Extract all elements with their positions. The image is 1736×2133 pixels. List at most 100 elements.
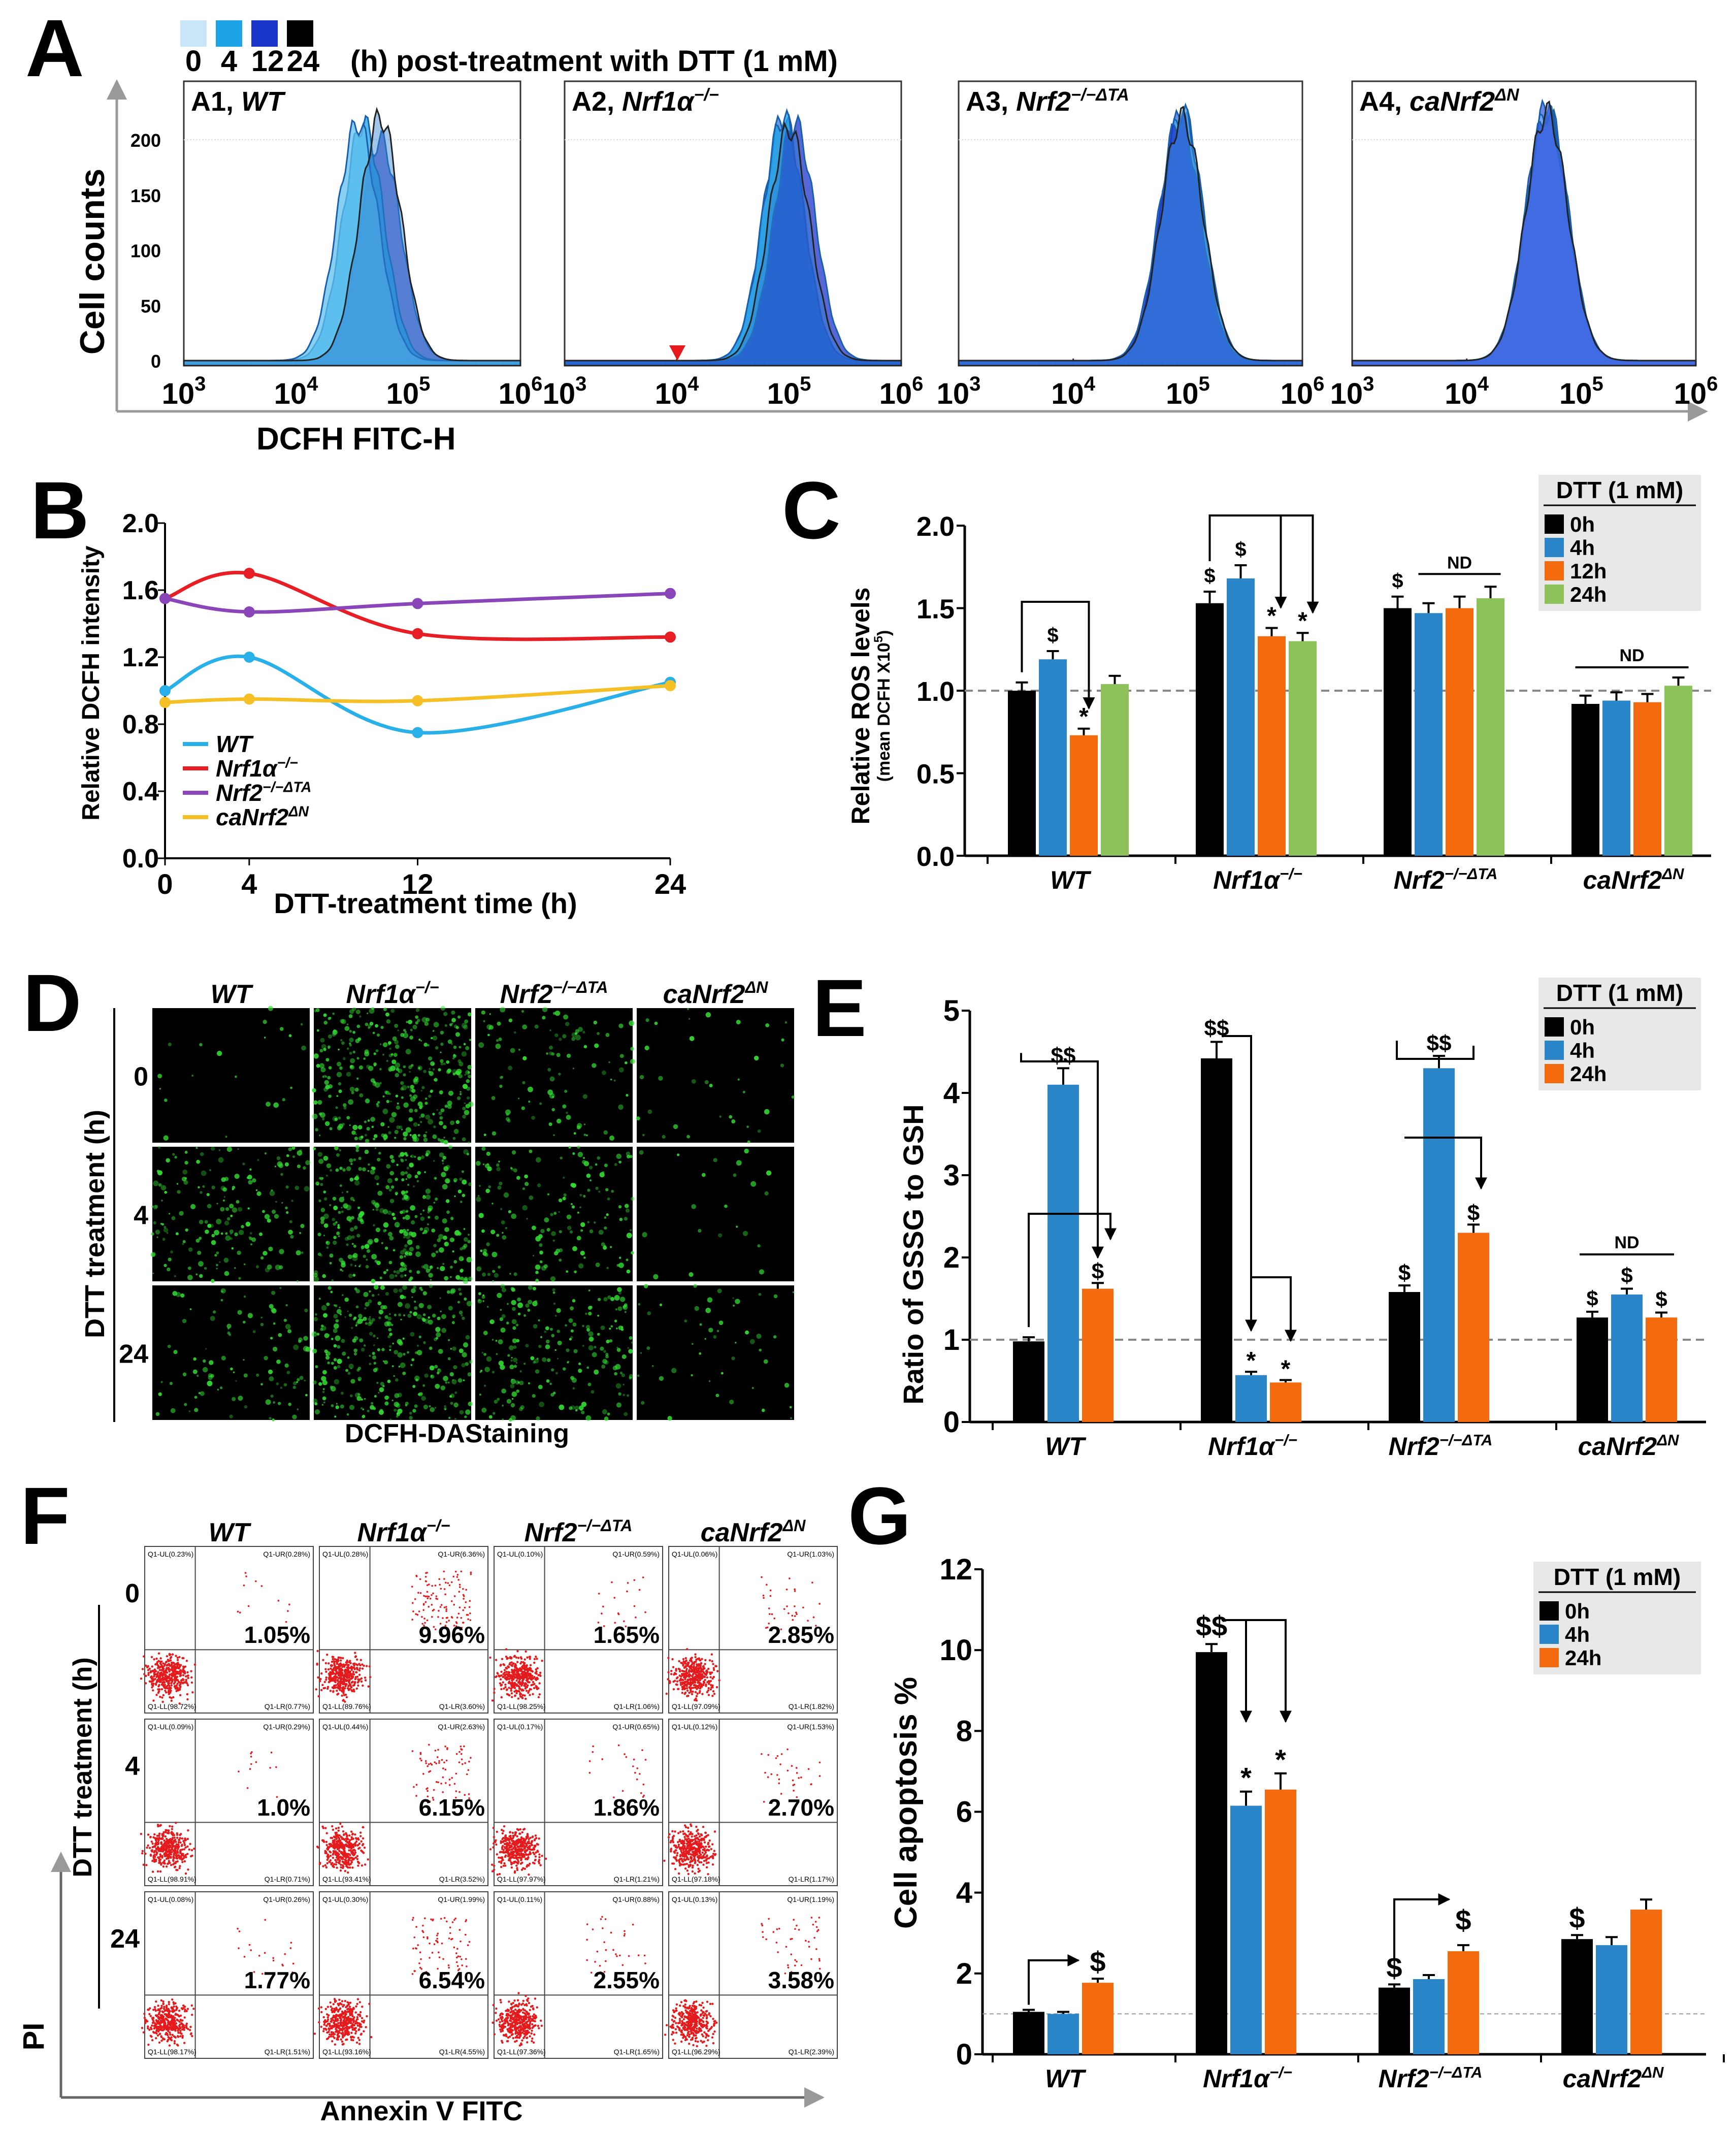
event-dot <box>244 1572 247 1574</box>
cell-spot <box>405 1404 408 1407</box>
histogram-name: caNrf2 <box>1410 86 1495 117</box>
cell-spot <box>341 1261 346 1265</box>
cell-spot <box>274 1166 277 1168</box>
cell-spot <box>482 1272 486 1277</box>
event-dot <box>538 1693 541 1696</box>
cell-spot <box>418 1039 421 1041</box>
cell-spot <box>390 1185 395 1189</box>
cell-spot <box>418 1392 423 1397</box>
category-label-main: caNrf2 <box>1578 1432 1657 1461</box>
cell-spot <box>244 1405 248 1409</box>
event-dot <box>320 1672 323 1675</box>
cell-spot <box>396 1270 400 1274</box>
cell-spot <box>496 1167 501 1172</box>
event-dot <box>697 1667 699 1670</box>
event-dot <box>511 1675 514 1678</box>
cell-spot <box>220 1386 223 1389</box>
cell-spot <box>583 1045 587 1049</box>
event-dot <box>315 1688 317 1691</box>
column-label-main: Nrf2 <box>500 980 553 1009</box>
event-dot <box>349 1662 352 1665</box>
cell-spot <box>447 1039 452 1044</box>
cell-spot <box>317 1100 322 1105</box>
quadrant-ur: Q1-UR(2.63%) <box>438 1723 485 1731</box>
event-dot <box>527 1678 529 1680</box>
cell-spot <box>551 1368 554 1372</box>
event-dot <box>151 1846 154 1849</box>
event-dot <box>156 1662 158 1665</box>
cell-spot <box>389 1236 394 1241</box>
cell-spot <box>439 1121 443 1125</box>
event-dot <box>514 1666 516 1669</box>
cell-spot <box>413 1122 418 1127</box>
cell-spot <box>371 1125 374 1128</box>
event-dot <box>356 1855 359 1857</box>
event-dot <box>414 1598 416 1600</box>
cell-spot <box>570 1329 574 1333</box>
cell-spot <box>365 1139 370 1143</box>
cell-spot <box>386 1100 389 1104</box>
cell-spot <box>428 1319 433 1325</box>
cell-spot <box>352 1030 356 1034</box>
event-dot <box>445 1621 448 1623</box>
cell-spot <box>549 1382 552 1385</box>
cell-spot <box>757 1129 761 1133</box>
cell-spot <box>184 1160 188 1165</box>
event-dot <box>348 1679 350 1682</box>
event-dot <box>763 1597 765 1599</box>
cell-spot <box>398 1366 401 1368</box>
cell-spot <box>363 1344 366 1347</box>
cell-spot <box>369 1363 372 1366</box>
event-dot <box>331 1836 334 1839</box>
quadrant-lr: Q1-LR(0.77%) <box>265 1702 310 1710</box>
cell-spot <box>394 1137 397 1139</box>
cell-spot <box>540 1229 545 1234</box>
event-dot <box>250 1752 252 1755</box>
cell-spot <box>647 1311 651 1315</box>
histogram-title: A2, Nrf1α−/− <box>572 85 719 117</box>
event-dot <box>349 1660 351 1662</box>
event-dot <box>147 1672 150 1674</box>
event-dot <box>175 1690 178 1692</box>
cell-spot <box>349 1124 351 1126</box>
event-dot <box>343 1683 346 1686</box>
event-dot <box>167 1680 170 1683</box>
cell-spot <box>200 1391 205 1396</box>
cell-spot <box>339 1184 342 1187</box>
cell-spot <box>494 1273 499 1278</box>
cell-spot <box>539 1243 543 1247</box>
cell-spot <box>195 1147 198 1149</box>
event-dot <box>168 1831 170 1834</box>
cell-spot <box>575 1035 581 1041</box>
cell-spot <box>467 1141 470 1144</box>
cell-spot <box>556 1308 561 1313</box>
cell-spot <box>533 1255 535 1257</box>
cell-spot <box>437 1368 442 1373</box>
cell-spot <box>305 1394 308 1397</box>
event-dot <box>688 1678 691 1681</box>
event-dot <box>453 1604 455 1606</box>
cell-spot <box>382 1360 385 1362</box>
event-dot <box>689 1681 692 1684</box>
legend-swatch <box>1545 1064 1564 1083</box>
cell-spot <box>405 1210 408 1213</box>
panel-letter-e: E <box>812 962 867 1053</box>
cell-spot <box>264 1214 270 1219</box>
event-dot <box>255 1761 257 1763</box>
cell-spot <box>486 1151 491 1156</box>
cell-spot <box>575 1029 579 1033</box>
bar <box>1446 608 1473 856</box>
cell-spot <box>154 1205 158 1209</box>
cell-spot <box>462 1114 466 1119</box>
cell-spot <box>288 1147 292 1151</box>
cell-spot <box>487 1273 491 1276</box>
x-tick: 103 <box>1330 373 1374 410</box>
row-label: 0 <box>134 1062 148 1092</box>
cell-spot <box>693 1284 697 1288</box>
bar <box>1196 603 1224 856</box>
cell-spot <box>493 1412 496 1415</box>
event-dot <box>340 1866 342 1869</box>
event-dot <box>159 1662 162 1665</box>
cell-spot <box>163 1264 167 1267</box>
